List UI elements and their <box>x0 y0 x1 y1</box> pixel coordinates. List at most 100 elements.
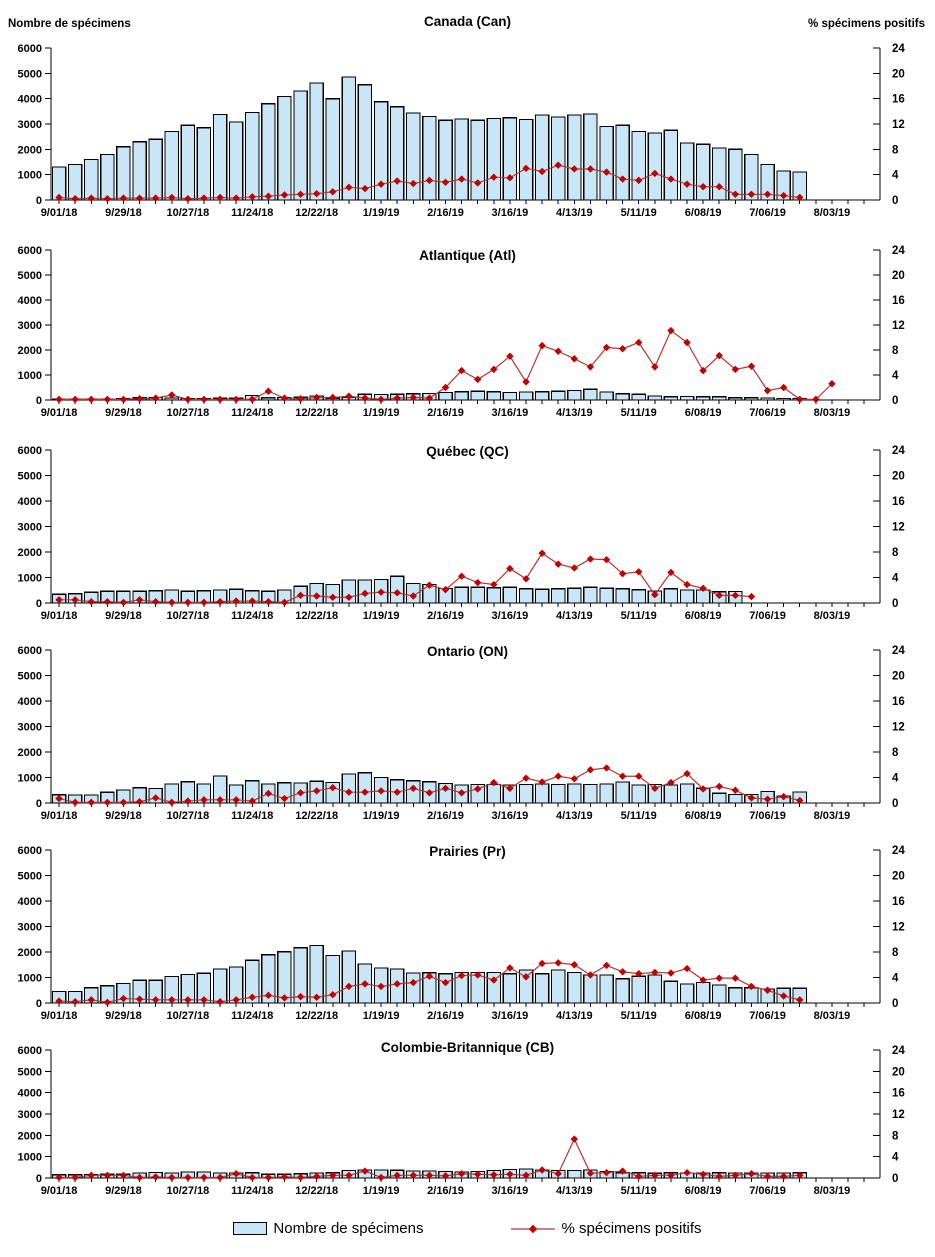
pct-positifs-marker <box>779 383 788 392</box>
specimen-bar <box>454 586 469 604</box>
pct-positifs-marker <box>135 1173 144 1182</box>
x-tick-label: 11/24/18 <box>231 610 273 622</box>
x-tick-label: 1/19/19 <box>363 1010 400 1022</box>
x-tick-label: 9/01/18 <box>41 207 78 219</box>
x-tick-label: 6/08/19 <box>685 207 722 219</box>
pct-positifs-marker <box>329 393 337 402</box>
x-tick-label: 9/29/18 <box>105 610 142 622</box>
tick-labels: 0 1000 2000 3000 4000 5000 6000 0 4 8 12 16 20 24 9/01… <box>18 43 906 219</box>
legend-bar-swatch <box>233 1222 268 1235</box>
y-left-tick-label: 1000 <box>18 370 42 382</box>
pct-positifs-marker <box>635 772 643 780</box>
pct-positifs-marker <box>538 341 546 350</box>
pct-positifs-marker <box>586 555 595 563</box>
y-left-tick-label: 4000 <box>18 1088 42 1100</box>
x-tick-label: 11/24/18 <box>231 1185 273 1197</box>
x-tick-label: 5/11/19 <box>621 610 657 622</box>
axes <box>50 1050 881 1179</box>
y-left-tick-label: 0 <box>36 1173 42 1185</box>
y-right-tick-label: 20 <box>892 1066 905 1078</box>
y-left-tick-label: 1000 <box>18 973 42 985</box>
pct-positifs-marker <box>747 592 756 601</box>
pct-positifs-marker <box>586 363 595 371</box>
y-left-tick-label: 6000 <box>18 845 42 857</box>
specimen-bar <box>406 112 421 201</box>
y-right-tick-label: 16 <box>892 896 905 908</box>
axes <box>50 450 881 604</box>
x-tick-label: 2/16/19 <box>427 1185 464 1197</box>
specimen-bar <box>760 163 775 201</box>
y-right-tick-label: 0 <box>892 395 898 407</box>
pct-positifs-marker <box>264 387 273 395</box>
y-right-tick-label: 8 <box>892 1130 899 1142</box>
pct-positifs-marker <box>361 394 369 402</box>
pct-positifs-marker <box>184 1173 192 1182</box>
y-right-tick-label: 20 <box>892 871 905 883</box>
pct-positifs-marker <box>763 986 772 994</box>
specimen-bar <box>277 96 292 201</box>
specimen-bar <box>534 391 550 401</box>
pct-positifs-marker <box>280 191 289 199</box>
y-left-tick-label: 3000 <box>18 722 42 734</box>
pct-positifs-marker <box>538 549 546 557</box>
y-right-tick-label: 4 <box>892 170 899 182</box>
specimen-bar <box>245 111 260 201</box>
x-tick-label: 9/01/18 <box>41 810 78 822</box>
specimen-bar <box>502 586 518 604</box>
pct-positifs-marker <box>538 167 546 176</box>
pct-positifs-marker <box>87 194 95 202</box>
x-tick-label: 8/03/19 <box>814 407 851 419</box>
specimen-bar <box>631 589 646 604</box>
specimen-bar <box>615 781 630 804</box>
y-right-tick-label: 8 <box>892 947 899 959</box>
pct-positifs-marker <box>184 395 192 404</box>
specimen-bar <box>760 397 775 401</box>
specimen-bar <box>599 125 614 201</box>
y-left-tick-label: 5000 <box>18 471 42 483</box>
pct-positifs-marker <box>667 969 675 977</box>
pct-positifs-marker <box>200 796 208 804</box>
x-tick-label: 3/16/19 <box>492 207 529 219</box>
specimen-bar <box>679 983 695 1004</box>
pct-positifs-marker <box>554 560 562 568</box>
y-left-tick-label: 4000 <box>18 94 42 106</box>
chart-atlantique: Atlantique (Atl) 0 1000 2000 3000 4000 5000 60… <box>0 232 935 432</box>
x-tick-label: 3/16/19 <box>492 407 529 419</box>
x-tick-label: 12/22/18 <box>295 610 338 622</box>
pct-positifs-marker <box>168 391 176 399</box>
y-left-tick-label: 6000 <box>18 645 42 657</box>
y-right-tick-label: 12 <box>892 522 905 534</box>
y-right-tick-label: 20 <box>892 270 905 282</box>
pct-positifs-marker <box>151 194 160 202</box>
x-tick-label: 6/08/19 <box>685 610 722 622</box>
pct-positifs-marker <box>55 596 63 604</box>
pct-positifs-marker <box>763 190 772 198</box>
specimen-bar <box>502 391 518 401</box>
pct-positifs-marker <box>651 169 659 178</box>
y-right-tick-label: 16 <box>892 1088 905 1100</box>
pct-positifs-marker <box>232 796 240 804</box>
specimen-bar <box>438 119 453 201</box>
pct-positifs-marker <box>296 992 305 1001</box>
pct-positifs-marker <box>779 792 788 801</box>
pct-positifs-marker <box>586 165 595 173</box>
pct-positifs-marker <box>651 968 659 977</box>
specimen-bar <box>663 980 679 1004</box>
pct-positifs-marker <box>425 176 434 185</box>
y-right-tick-label: 20 <box>892 671 905 683</box>
x-tick-label: 4/13/19 <box>556 407 593 419</box>
y-left-tick-label: 6000 <box>18 1045 42 1057</box>
pct-positifs-marker <box>538 778 546 786</box>
pct-positifs-marker <box>87 395 95 404</box>
x-tick-label: 7/06/19 <box>749 1185 786 1197</box>
pct-positifs-marker <box>184 195 192 203</box>
pct-positifs-marker <box>168 1173 176 1182</box>
y-right-tick-label: 4 <box>892 1152 899 1164</box>
x-tick-label: 9/01/18 <box>41 610 78 622</box>
y-right-tick-label: 4 <box>892 370 899 382</box>
pct-positifs-marker <box>747 362 756 370</box>
specimen-bar <box>695 143 711 201</box>
pct-positifs-marker <box>135 596 144 604</box>
x-tick-label: 1/19/19 <box>363 407 400 419</box>
pct-positifs-marker <box>71 1173 79 1182</box>
